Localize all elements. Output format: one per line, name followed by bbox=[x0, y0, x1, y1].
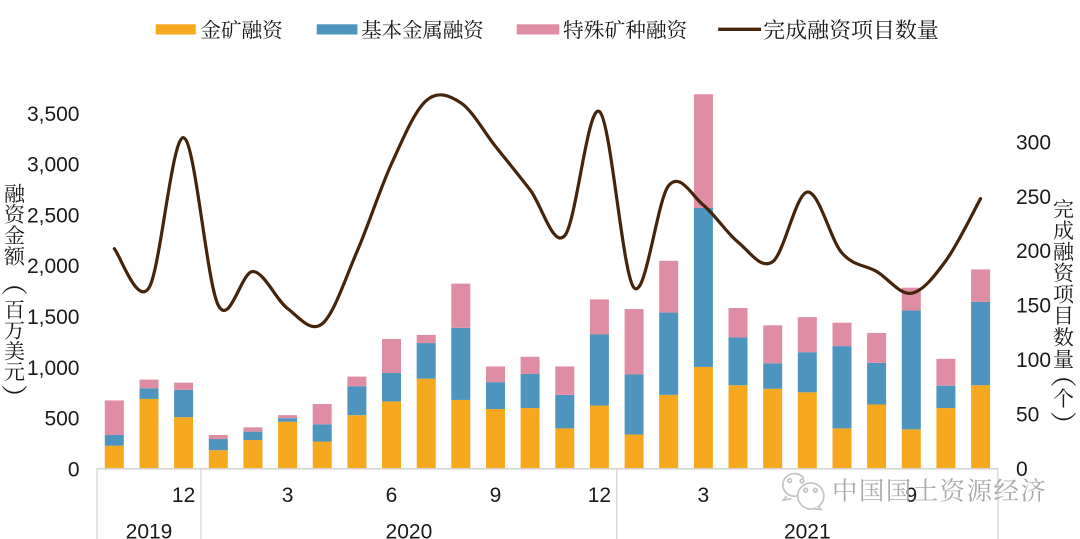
svg-text:0: 0 bbox=[68, 458, 80, 481]
svg-text:3: 3 bbox=[698, 484, 710, 507]
svg-text:3,000: 3,000 bbox=[27, 154, 80, 177]
svg-text:2021: 2021 bbox=[784, 520, 831, 539]
svg-text:6: 6 bbox=[386, 484, 398, 507]
svg-text:9: 9 bbox=[905, 484, 917, 507]
svg-text:2020: 2020 bbox=[386, 520, 433, 539]
svg-text:500: 500 bbox=[44, 408, 79, 431]
svg-text:50: 50 bbox=[1016, 404, 1039, 427]
svg-text:1,000: 1,000 bbox=[27, 357, 80, 380]
svg-text:3: 3 bbox=[282, 484, 294, 507]
svg-text:300: 300 bbox=[1016, 131, 1051, 154]
svg-text:1,500: 1,500 bbox=[27, 306, 80, 329]
svg-text:0: 0 bbox=[1016, 458, 1028, 481]
svg-text:12: 12 bbox=[588, 484, 611, 507]
svg-text:12: 12 bbox=[172, 484, 195, 507]
svg-text:9: 9 bbox=[490, 484, 502, 507]
svg-text:2019: 2019 bbox=[126, 520, 173, 539]
svg-text:3,500: 3,500 bbox=[27, 103, 80, 126]
svg-text:150: 150 bbox=[1016, 295, 1051, 318]
svg-text:200: 200 bbox=[1016, 240, 1051, 263]
svg-text:2,000: 2,000 bbox=[27, 255, 80, 278]
svg-text:250: 250 bbox=[1016, 186, 1051, 209]
svg-text:2,500: 2,500 bbox=[27, 205, 80, 228]
svg-text:100: 100 bbox=[1016, 349, 1051, 372]
